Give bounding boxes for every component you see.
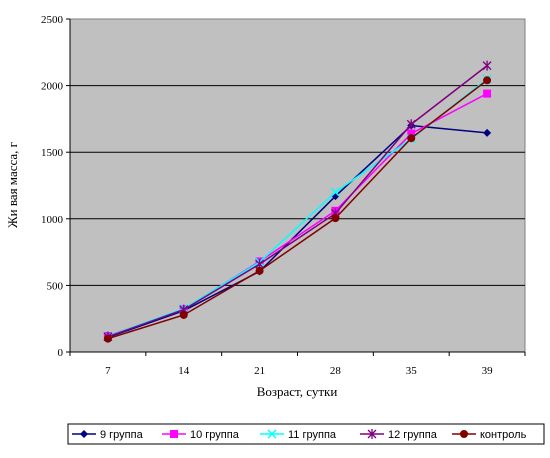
legend-label: 9 группа — [100, 429, 144, 441]
y-tick-label: 2000 — [41, 81, 64, 93]
gridlines — [70, 85, 525, 286]
y-tick-label: 500 — [47, 280, 64, 292]
x-axis-title: Возраст, сутки — [257, 384, 338, 399]
x-tick-label: 39 — [482, 365, 494, 377]
data-point — [103, 334, 112, 343]
data-point — [483, 128, 492, 137]
data-point — [483, 89, 492, 98]
legend-box — [67, 423, 545, 445]
x-axis-ticks: 7 14 21 28 35 39 — [69, 351, 526, 377]
plot-area — [69, 18, 526, 353]
data-point — [407, 129, 416, 138]
x-tick-label: 35 — [406, 365, 418, 377]
y-tick-label: 1000 — [41, 214, 64, 226]
legend-item: 12 группа — [360, 429, 438, 441]
x-tick-label: 21 — [254, 365, 265, 377]
data-point — [406, 119, 416, 130]
data-point — [407, 134, 416, 143]
series-lines — [103, 60, 492, 343]
x-tick-label: 14 — [178, 365, 190, 377]
legend-item: 9 группа — [72, 429, 144, 441]
legend-swatch-marker — [460, 430, 468, 438]
legend-label: 12 группа — [388, 429, 438, 441]
data-point — [482, 60, 492, 71]
y-tick-label: 1500 — [41, 147, 64, 159]
data-point — [179, 310, 188, 319]
series-line — [107, 79, 488, 340]
data-point — [255, 266, 264, 275]
y-tick-label: 2500 — [41, 14, 64, 26]
legend-label: 11 группа — [288, 429, 337, 441]
data-point — [331, 214, 340, 223]
legend-swatch-marker — [367, 429, 377, 439]
legend-swatch-marker — [170, 430, 178, 438]
series-5 — [103, 76, 492, 343]
series-line — [107, 65, 488, 338]
x-tick-label: 28 — [330, 365, 342, 377]
y-tick-label: 0 — [58, 347, 64, 359]
legend-label: контроль — [480, 429, 527, 441]
y-axis-ticks: 0 500 1000 1500 2000 2500 — [41, 14, 71, 359]
y-axis-title: Жи вая масса, г — [5, 142, 20, 228]
x-tick-label: 7 — [105, 365, 111, 377]
legend: 9 группа 10 группа 11 группа 12 группа контр… — [72, 429, 527, 441]
legend-item: 11 группа — [260, 429, 337, 441]
legend-item: 10 группа — [162, 429, 240, 441]
legend-label: 10 группа — [190, 429, 240, 441]
legend-item: контроль — [452, 429, 527, 441]
legend-swatch-marker — [80, 430, 88, 438]
data-point — [483, 76, 492, 85]
data-point — [330, 187, 340, 197]
legend-swatch-marker — [267, 429, 277, 439]
